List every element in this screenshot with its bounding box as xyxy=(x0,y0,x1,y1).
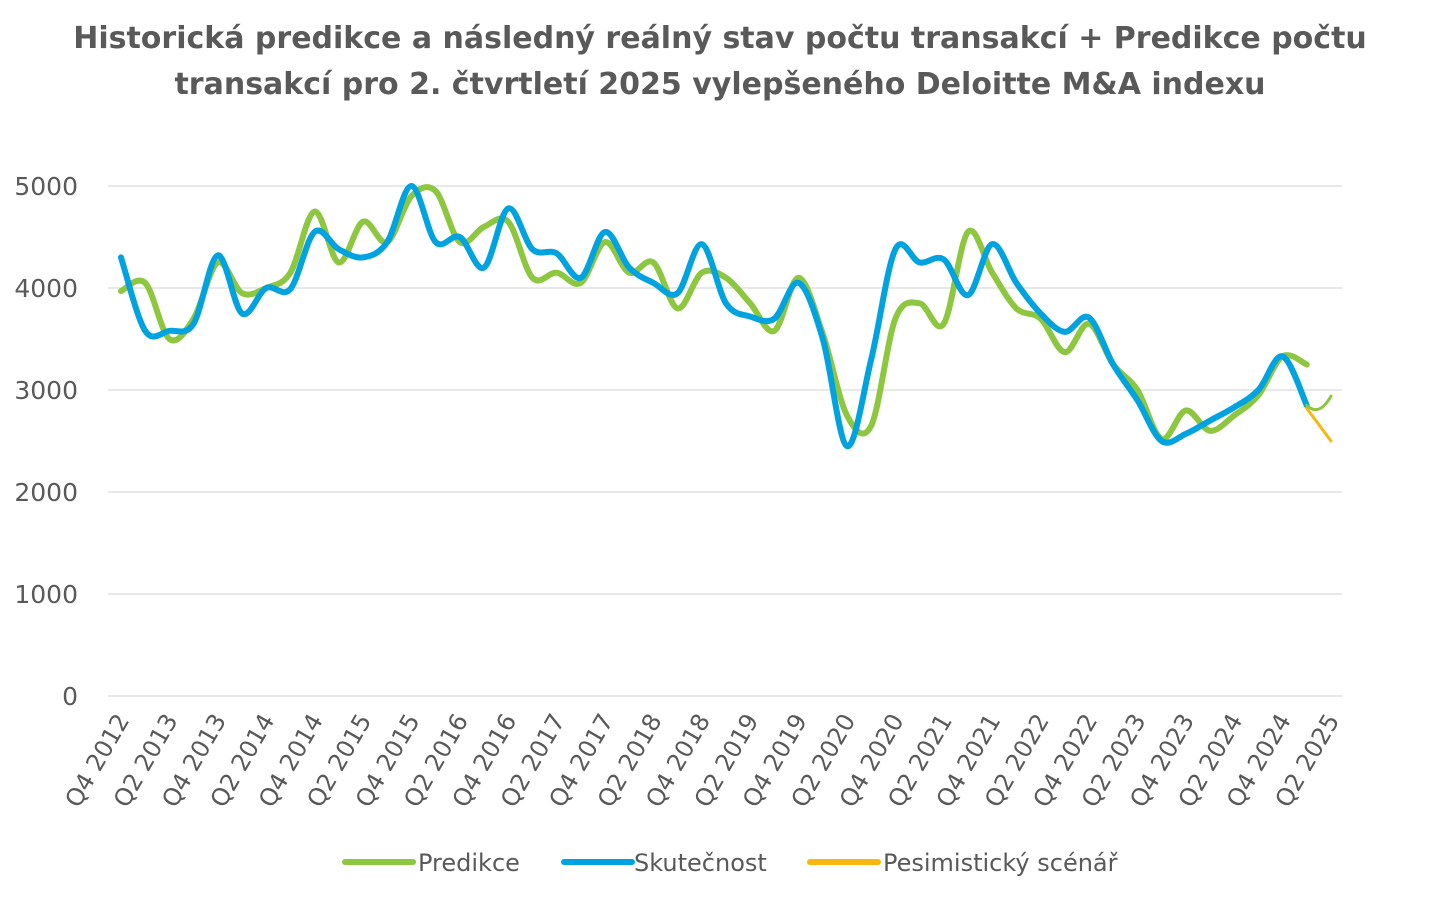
chart-title-line-2: transakcí pro 2. čtvrtletí 2025 vylepšen… xyxy=(174,67,1266,102)
series-line-2 xyxy=(118,183,1310,450)
legend-label: Pesimistický scénář xyxy=(883,849,1119,877)
legend-label: Skutečnost xyxy=(634,849,767,877)
series-line-1 xyxy=(118,184,1310,442)
chart-title: Historická predikce a následný reálný st… xyxy=(0,16,1440,108)
series-line-predikce-q2-2025 xyxy=(1305,394,1333,412)
series-lines xyxy=(118,183,1333,450)
series-line-3 xyxy=(1305,406,1333,443)
y-tick-label: 1000 xyxy=(14,580,78,609)
y-tick-label: 3000 xyxy=(14,376,78,405)
y-axis: 0 1000 2000 3000 4000 5000 xyxy=(14,172,78,711)
legend-label: Predikce xyxy=(418,849,520,877)
y-tick-label: 0 xyxy=(62,682,78,711)
y-tick-label: 4000 xyxy=(14,274,78,303)
y-tick-label: 2000 xyxy=(14,478,78,507)
y-tick-label: 5000 xyxy=(14,172,78,201)
legend: Predikce Skutečnost Pesimistický scénář xyxy=(342,849,1119,877)
chart-title-line-1: Historická predikce a následný reálný st… xyxy=(73,21,1367,56)
